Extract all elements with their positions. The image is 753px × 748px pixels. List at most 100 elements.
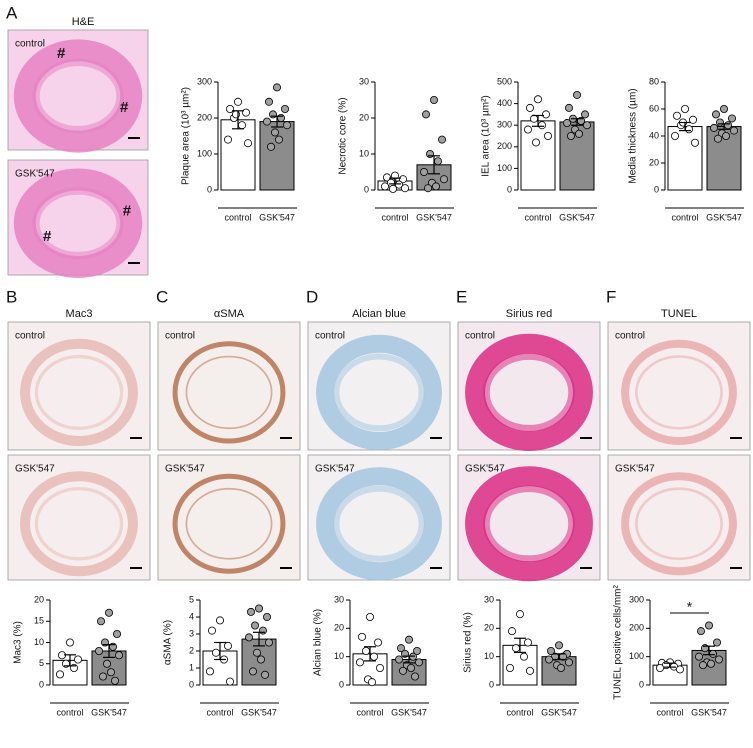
data-point (433, 157, 442, 166)
data-point (74, 655, 83, 664)
data-point (544, 131, 553, 140)
vessel-wall-inner (635, 487, 723, 561)
data-point (524, 125, 533, 134)
data-point (394, 655, 403, 664)
data-point (429, 96, 438, 105)
vessel-wall (621, 339, 737, 446)
data-point (225, 677, 234, 686)
data-point (246, 607, 255, 616)
y-axis-label: IEL area (10³ µm²) (481, 95, 492, 177)
y-tick-label: 5 (189, 594, 194, 604)
data-point (720, 105, 729, 114)
data-point (505, 664, 514, 673)
data-point (532, 138, 541, 147)
data-point (567, 131, 576, 140)
x-tick-label: control (656, 707, 683, 717)
y-tick-label: 4 (189, 611, 194, 621)
vessel-wall-inner (32, 58, 124, 134)
data-point (730, 126, 739, 135)
panel-title: H&E (72, 16, 95, 28)
data-point (258, 626, 267, 635)
data-point (56, 670, 65, 679)
data-point (565, 658, 574, 667)
y-tick-label: 100 (497, 163, 512, 173)
y-tick-label: 3 (189, 628, 194, 638)
data-point (414, 658, 423, 667)
x-tick-label: control (356, 707, 383, 717)
bar (220, 119, 256, 191)
data-point (113, 630, 122, 639)
y-tick-label: 80 (649, 76, 659, 86)
y-tick-label: 20 (484, 623, 494, 633)
data-point (103, 659, 112, 668)
vessel-wall (316, 467, 442, 581)
x-tick-label: control (381, 212, 408, 222)
y-tick-label: 300 (497, 120, 512, 130)
data-point (262, 117, 271, 126)
data-point (516, 610, 525, 619)
data-point (685, 125, 694, 134)
data-point (400, 184, 409, 193)
x-tick-label: GSK'547 (559, 212, 595, 222)
data-point (709, 649, 718, 658)
data-point (507, 627, 516, 636)
data-point (97, 617, 106, 626)
data-point (689, 115, 698, 124)
data-point (243, 139, 252, 148)
y-tick-label: 100 (197, 148, 212, 158)
image-label: control (15, 39, 45, 50)
hash-mark: # (57, 45, 66, 62)
data-point (412, 647, 421, 656)
data-point (237, 121, 246, 130)
data-point (583, 121, 592, 130)
x-tick-label: GSK'547 (391, 707, 427, 717)
error-bar (364, 646, 376, 662)
error-bar (664, 662, 676, 668)
panel-letter: B (6, 287, 17, 306)
y-tick-label: 1 (189, 662, 194, 672)
data-point (421, 110, 430, 119)
data-point (439, 175, 448, 184)
data-point (248, 667, 257, 676)
data-point (380, 182, 389, 191)
panel-title: αSMA (214, 308, 245, 320)
y-tick-label: 20 (34, 594, 44, 604)
data-point (211, 648, 220, 657)
error-bar (679, 121, 691, 132)
image-label: GSK'547 (15, 464, 55, 475)
y-tick-label: 300 (629, 594, 644, 604)
y-tick-label: 20 (359, 112, 369, 122)
image-label: control (15, 331, 45, 342)
panel-letter: F (606, 287, 616, 306)
image-label: control (465, 331, 495, 342)
error-bar (718, 123, 730, 130)
data-point (276, 114, 285, 123)
vessel-wall-inner (34, 354, 124, 430)
y-tick-label: 15 (34, 616, 44, 626)
data-point (99, 672, 108, 681)
data-point (398, 666, 407, 675)
data-point (697, 627, 706, 636)
vessel-wall-inner (333, 353, 425, 432)
data-point (712, 110, 721, 119)
data-point (520, 652, 529, 661)
data-point (266, 142, 275, 151)
data-point (272, 83, 281, 92)
data-point (398, 175, 407, 184)
y-tick-label: 0 (489, 679, 494, 689)
data-point (673, 111, 682, 120)
data-point (205, 667, 214, 676)
y-axis-label: Media thickness (µm) (628, 88, 639, 183)
y-tick-label: 100 (629, 651, 644, 661)
data-point (215, 616, 224, 625)
data-point (419, 167, 428, 176)
data-point (262, 613, 271, 622)
data-point (270, 128, 279, 137)
vessel-wall (20, 471, 138, 577)
y-tick-label: 200 (629, 623, 644, 633)
y-axis-label: Plaque area (10³ µm²) (181, 87, 192, 185)
data-point (95, 647, 104, 656)
error-bar (553, 653, 565, 661)
data-point (357, 632, 366, 641)
data-point (530, 114, 539, 123)
